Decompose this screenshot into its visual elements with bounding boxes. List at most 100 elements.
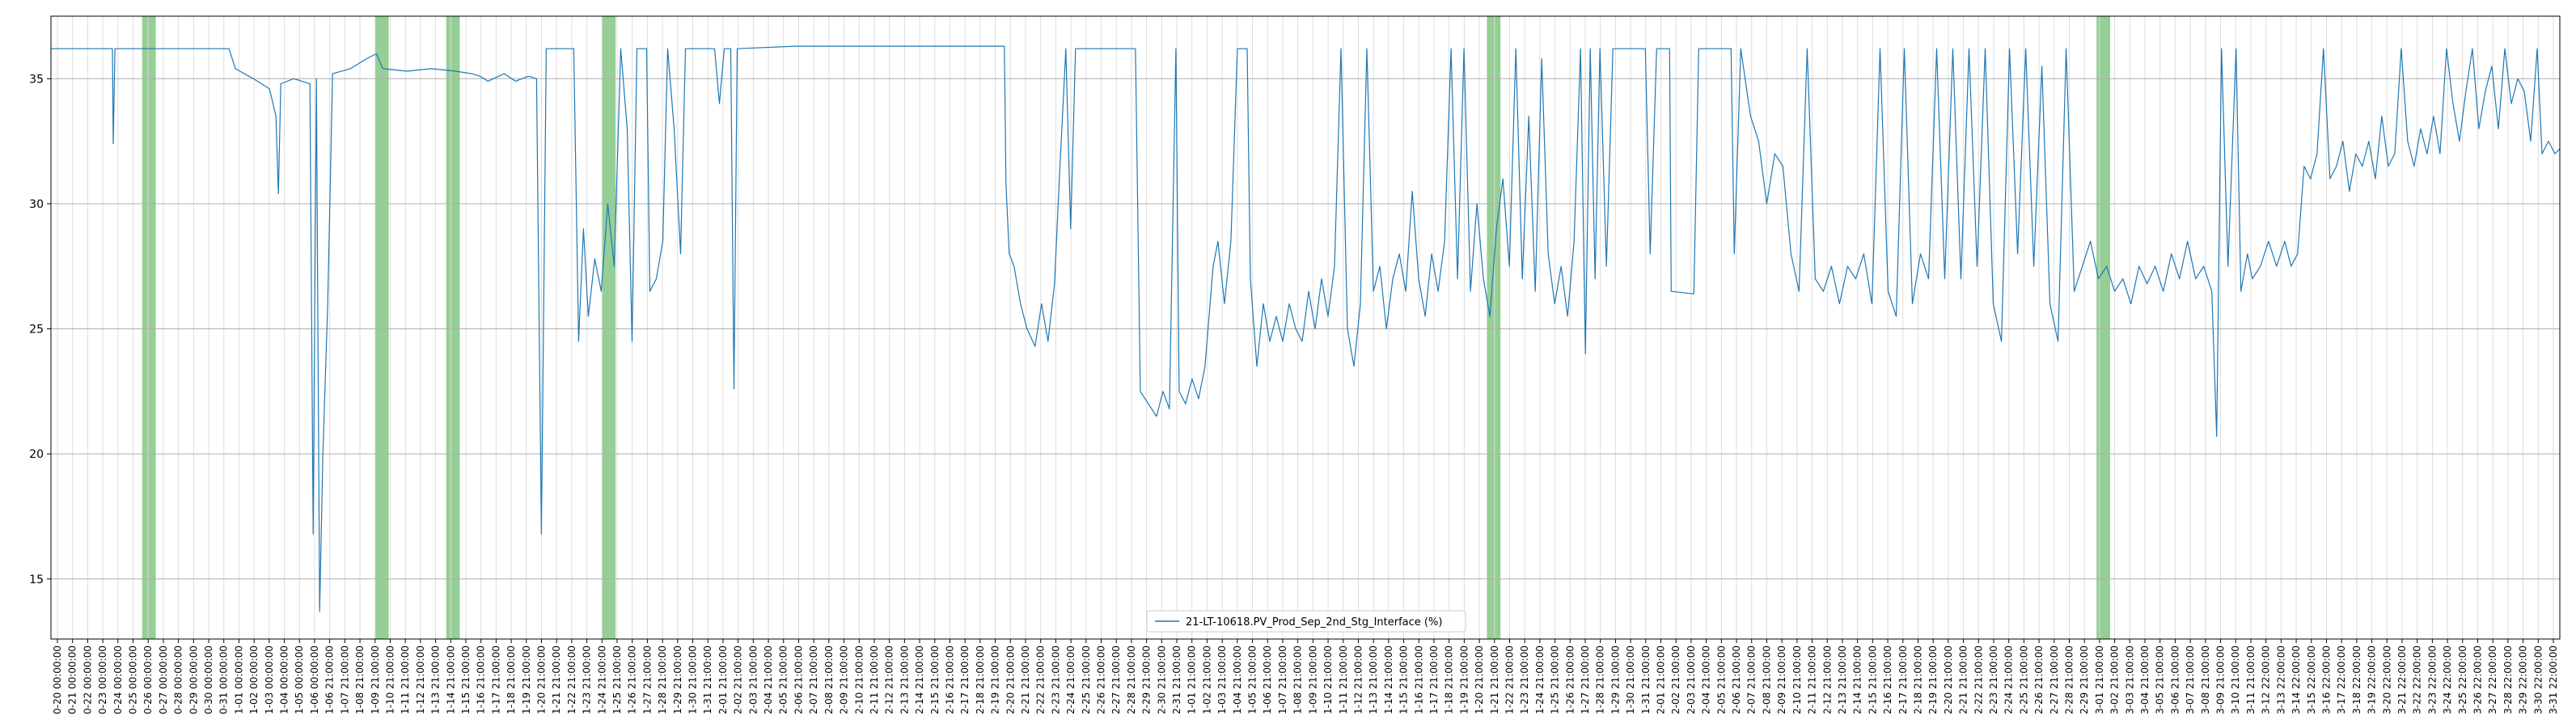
x-tick-label-73: 2-30 21:00:00	[1156, 645, 1167, 714]
x-tick-label-115: 2-10 21:00:00	[1791, 645, 1803, 714]
x-tick-label-117: 2-12 21:00:00	[1821, 645, 1833, 714]
x-tick-label-32: 1-20 21:00:00	[536, 645, 548, 714]
x-tick-label-13: 1-02 00:00:00	[248, 645, 260, 714]
x-tick-label-119: 2-14 21:00:00	[1852, 645, 1863, 714]
x-tick-label-44: 2-01 21:00:00	[717, 645, 729, 714]
x-tick-label-52: 2-09 21:00:00	[839, 645, 850, 714]
x-tick-label-56: 2-13 21:00:00	[899, 645, 910, 714]
x-tick-label-18: 1-06 21:00:00	[324, 645, 336, 714]
legend-label: 21-LT-10618.PV_Prod_Sep_2nd_Stg_Interfac…	[1186, 616, 1442, 629]
x-tick-label-57: 2-14 21:00:00	[914, 645, 925, 714]
x-tick-label-34: 1-22 21:00:00	[566, 645, 577, 714]
x-tick-label-111: 2-06 21:00:00	[1731, 645, 1742, 714]
x-tick-label-112: 2-07 21:00:00	[1746, 645, 1758, 714]
x-tick-label-143: 3-09 21:00:00	[2215, 645, 2227, 714]
x-tick-label-61: 2-18 21:00:00	[975, 645, 986, 714]
x-tick-label-154: 3-20 22:00:00	[2381, 645, 2392, 714]
x-tick-label-148: 3-14 22:00:00	[2290, 645, 2302, 714]
x-tick-label-23: 1-11 21:00:00	[400, 645, 411, 714]
x-tick-label-105: 1-31 21:00:00	[1640, 645, 1652, 714]
x-tick-label-107: 2-02 21:00:00	[1670, 645, 1681, 714]
x-tick-label-49: 2-06 21:00:00	[793, 645, 804, 714]
x-tick-label-89: 1-15 21:00:00	[1398, 645, 1410, 714]
x-tick-labels: 0-20 00:00:00 0-21 00:00:00 0-22 00:00:00 0…	[52, 639, 2559, 714]
x-tick-label-102: 1-28 21:00:00	[1595, 645, 1606, 714]
y-tick-labels: 15 20 25 30 35	[29, 73, 51, 586]
x-tick-label-12: 1-01 00:00:00	[233, 645, 244, 714]
x-tick-label-95: 1-21 21:00:00	[1489, 645, 1500, 714]
x-tick-label-33: 1-21 21:00:00	[551, 645, 562, 714]
x-tick-label-50: 2-07 21:00:00	[808, 645, 819, 714]
y-tick-label-4: 35	[29, 73, 44, 86]
y-tick-label-3: 30	[29, 198, 44, 211]
x-tick-label-42: 1-30 21:00:00	[687, 645, 699, 714]
x-tick-label-19: 1-07 21:00:00	[339, 645, 350, 714]
x-tick-label-80: 1-06 21:00:00	[1262, 645, 1273, 714]
x-tick-label-22: 1-10 21:00:00	[385, 645, 396, 714]
series-line-0	[51, 45, 2561, 612]
x-tick-label-45: 2-02 21:00:00	[733, 645, 744, 714]
x-tick-label-101: 1-27 21:00:00	[1580, 645, 1591, 714]
x-tick-label-66: 2-23 21:00:00	[1050, 645, 1061, 714]
x-tick-label-164: 3-30 22:00:00	[2532, 645, 2544, 714]
x-tick-label-113: 2-08 21:00:00	[1761, 645, 1772, 714]
x-tick-label-97: 1-23 21:00:00	[1519, 645, 1530, 714]
x-tick-label-114: 2-09 21:00:00	[1776, 645, 1787, 714]
x-tick-label-27: 1-15 21:00:00	[460, 645, 472, 714]
y-tick-label-1: 20	[29, 448, 44, 461]
x-tick-label-72: 2-29 21:00:00	[1141, 645, 1153, 714]
x-tick-label-163: 3-29 22:00:00	[2518, 645, 2529, 714]
x-tick-label-75: 1-01 21:00:00	[1186, 645, 1198, 714]
axes	[50, 15, 2561, 640]
x-tick-label-58: 2-15 21:00:00	[929, 645, 941, 714]
x-tick-label-90: 1-16 21:00:00	[1413, 645, 1424, 714]
highlight-band-5	[2096, 16, 2111, 639]
x-tick-label-99: 1-25 21:00:00	[1550, 645, 1561, 714]
x-tick-label-150: 3-16 22:00:00	[2321, 645, 2333, 714]
x-tick-label-147: 3-13 22:00:00	[2275, 645, 2286, 714]
x-tick-label-29: 1-17 21:00:00	[490, 645, 501, 714]
legend: 21-LT-10618.PV_Prod_Sep_2nd_Stg_Interfac…	[1146, 610, 1466, 633]
x-tick-label-37: 1-25 21:00:00	[611, 645, 623, 714]
x-tick-label-46: 2-03 21:00:00	[747, 645, 759, 714]
x-tick-label-126: 2-21 21:00:00	[1958, 645, 1969, 714]
x-tick-label-17: 1-06 00:00:00	[309, 645, 320, 714]
x-tick-label-121: 2-16 21:00:00	[1882, 645, 1893, 714]
x-tick-label-84: 1-10 21:00:00	[1322, 645, 1334, 714]
x-tick-label-8: 0-28 00:00:00	[173, 645, 184, 714]
x-tick-label-128: 2-23 21:00:00	[1988, 645, 1999, 714]
x-tick-label-48: 2-05 21:00:00	[778, 645, 789, 714]
x-tick-label-145: 3-11 21:00:00	[2245, 645, 2257, 714]
x-tick-label-104: 1-30 21:00:00	[1625, 645, 1636, 714]
x-tick-label-2: 0-22 00:00:00	[82, 645, 93, 714]
x-tick-label-60: 2-17 21:00:00	[959, 645, 971, 714]
x-tick-label-162: 3-28 22:00:00	[2502, 645, 2514, 714]
x-tick-label-110: 2-05 21:00:00	[1715, 645, 1727, 714]
x-tick-label-87: 1-13 21:00:00	[1368, 645, 1379, 714]
x-tick-label-134: 2-29 21:00:00	[2079, 645, 2090, 714]
x-tick-label-28: 1-16 21:00:00	[476, 645, 487, 714]
x-tick-label-55: 2-12 21:00:00	[884, 645, 895, 714]
x-tick-label-120: 2-15 21:00:00	[1867, 645, 1878, 714]
x-tick-label-127: 2-22 21:00:00	[1973, 645, 1984, 714]
x-tick-label-88: 1-14 21:00:00	[1383, 645, 1394, 714]
x-tick-label-135: 3-01 21:00:00	[2094, 645, 2105, 714]
x-tick-label-20: 1-08 21:00:00	[354, 645, 366, 714]
x-tick-label-3: 0-23 00:00:00	[97, 645, 108, 714]
highlight-band-0	[142, 16, 156, 639]
x-tick-label-38: 1-26 21:00:00	[627, 645, 638, 714]
highlight-band-2	[446, 16, 460, 639]
x-tick-label-155: 3-21 22:00:00	[2396, 645, 2408, 714]
x-tick-label-63: 2-20 21:00:00	[1005, 645, 1016, 714]
x-tick-label-6: 0-26 00:00:00	[142, 645, 154, 714]
x-tick-label-47: 2-04 21:00:00	[763, 645, 774, 714]
x-tick-label-14: 1-03 00:00:00	[264, 645, 275, 714]
x-tick-label-85: 1-11 21:00:00	[1338, 645, 1349, 714]
x-tick-label-41: 1-29 21:00:00	[672, 645, 683, 714]
x-tick-label-142: 3-08 21:00:00	[2200, 645, 2211, 714]
x-tick-label-157: 3-23 22:00:00	[2426, 645, 2438, 714]
x-tick-label-0: 0-20 00:00:00	[52, 645, 63, 714]
x-tick-label-15: 1-04 00:00:00	[279, 645, 290, 714]
x-tick-label-94: 1-20 21:00:00	[1474, 645, 1485, 714]
y-tick-label-0: 15	[29, 574, 44, 586]
